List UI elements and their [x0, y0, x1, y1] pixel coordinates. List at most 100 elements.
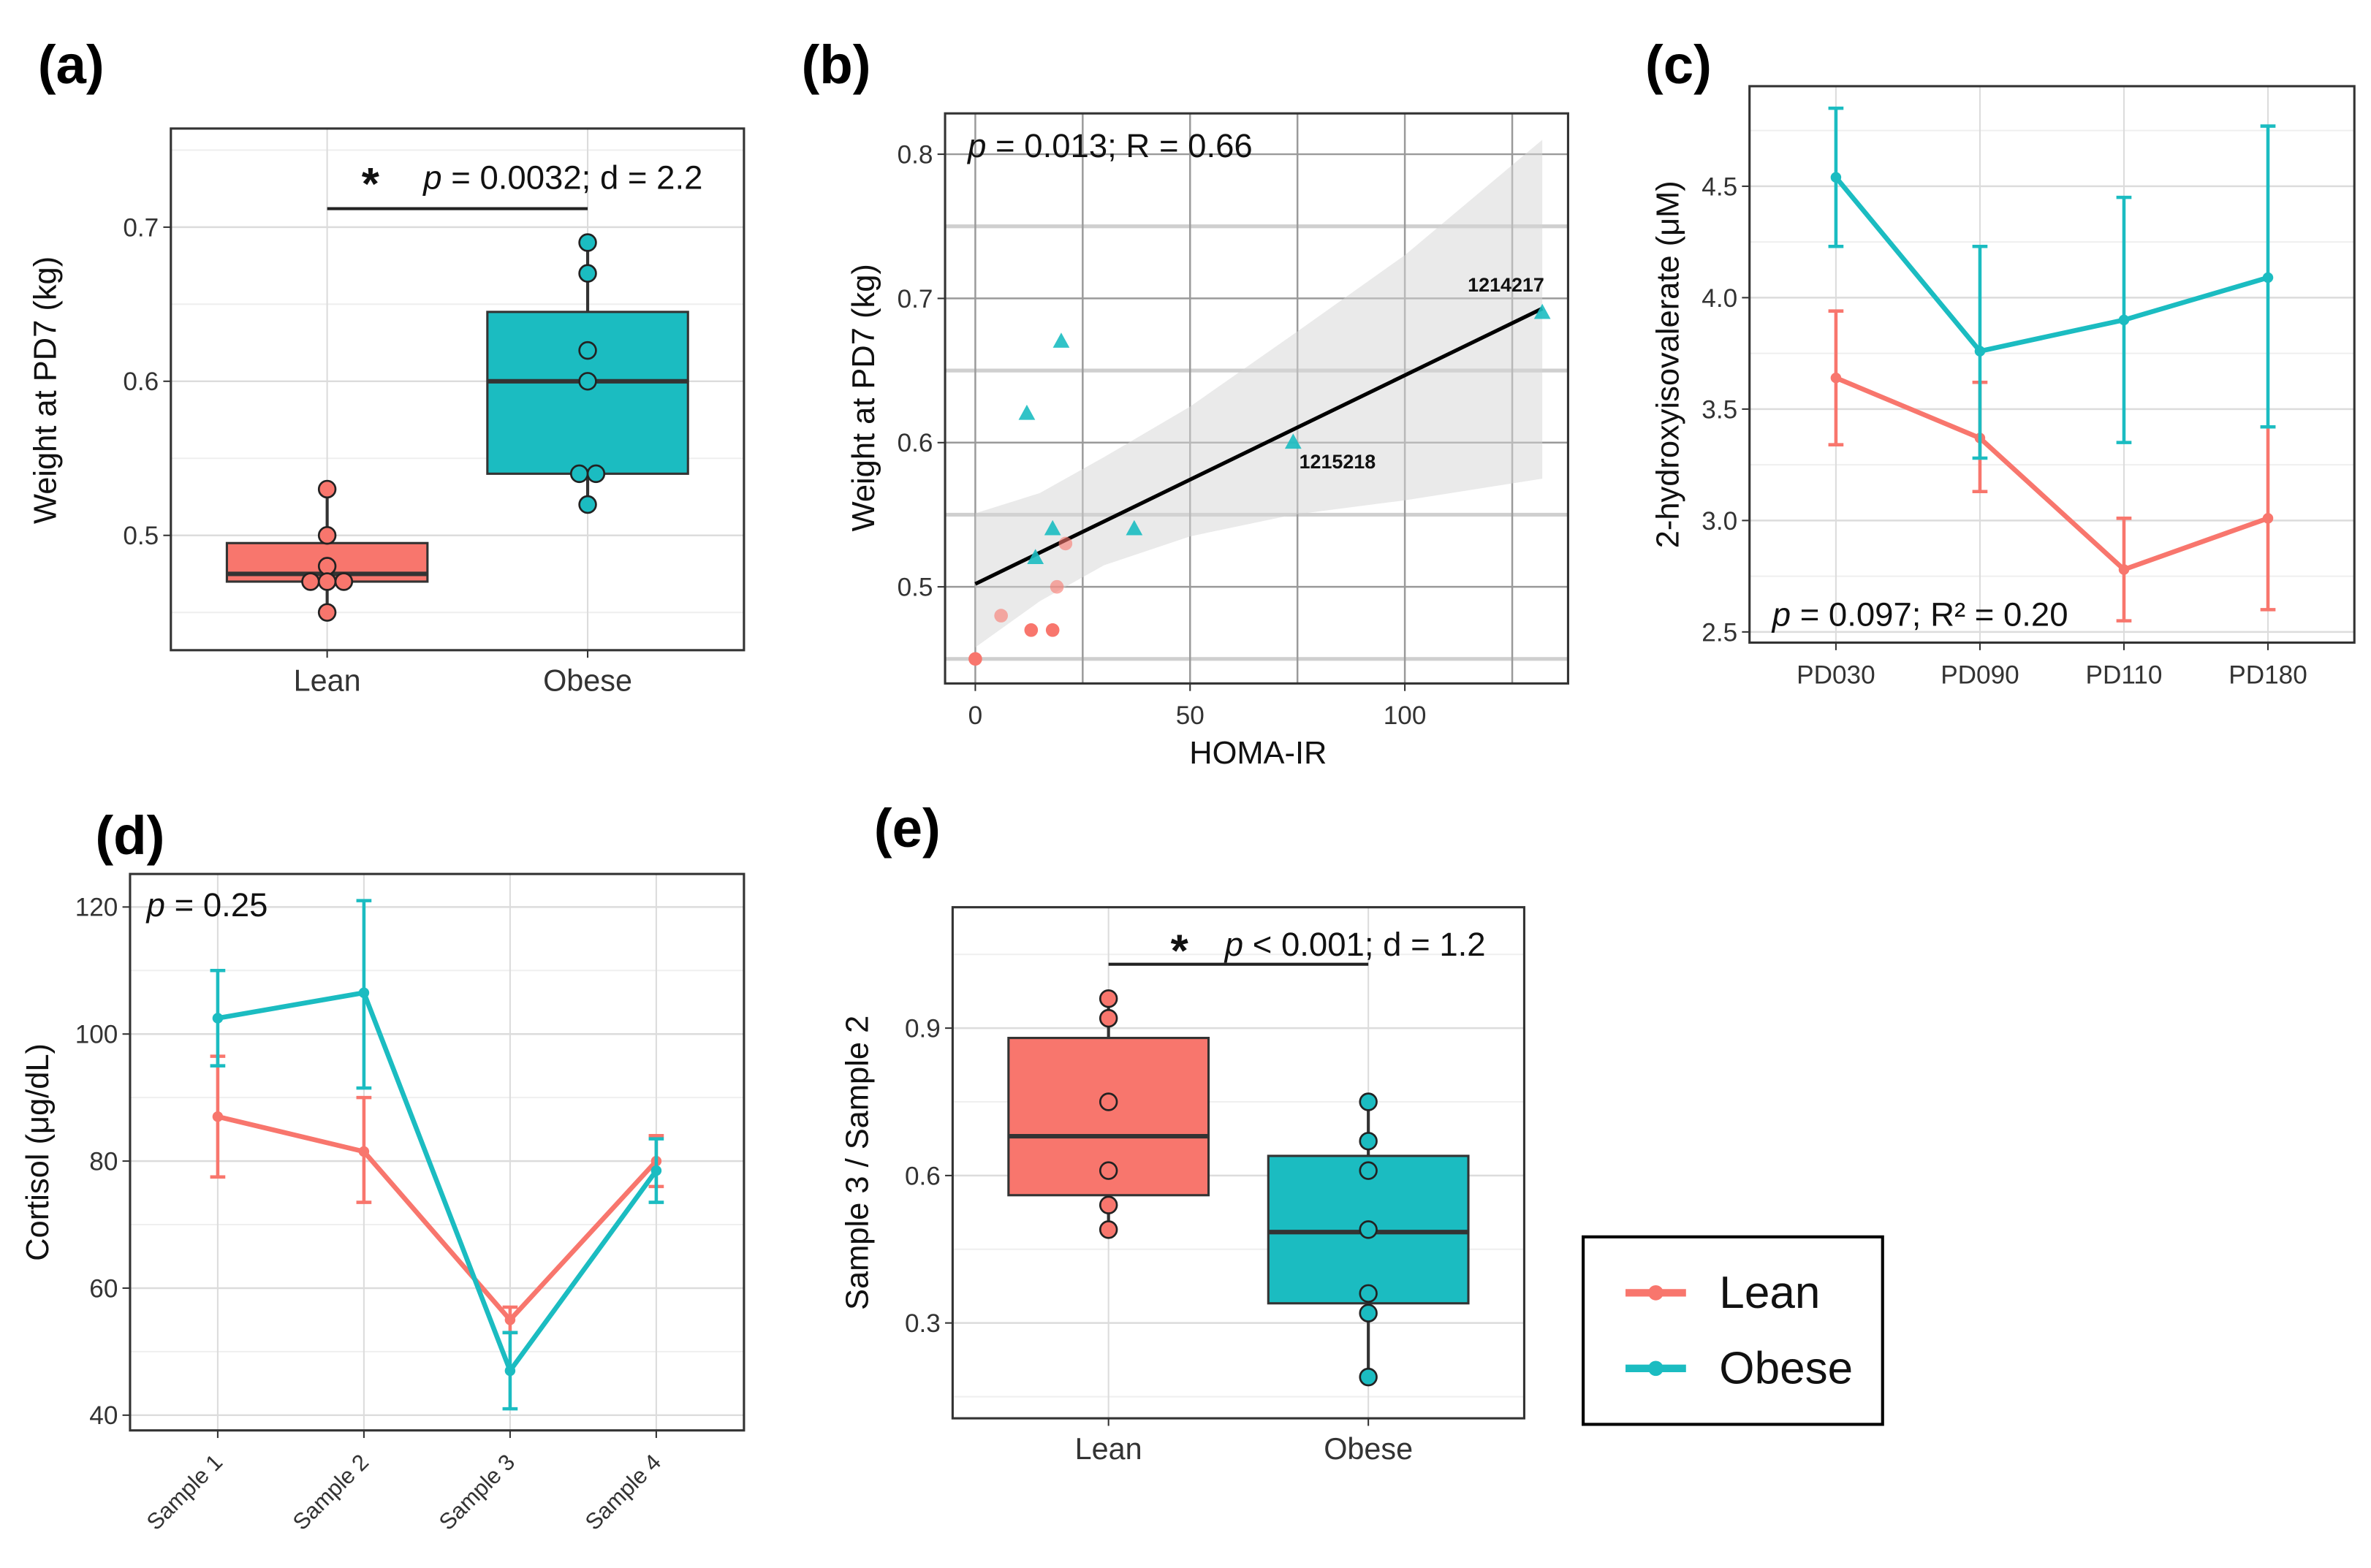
y-axis-title: Weight at PD7 (kg) — [29, 256, 64, 524]
data-point — [586, 464, 606, 484]
data-point — [301, 572, 320, 591]
data-point — [1359, 1367, 1378, 1387]
series-line-lean — [217, 1114, 659, 1322]
p-symbol: p — [1224, 926, 1243, 963]
data-point — [317, 603, 337, 622]
x-tick-label: Sample 1 — [142, 1449, 227, 1534]
data-point — [504, 1365, 516, 1377]
y-tick-label: 4.5 — [1702, 172, 1737, 201]
x-tick-label: PD090 — [1941, 661, 2019, 689]
data-point — [317, 557, 337, 576]
y-tick-label: 0.5 — [898, 574, 933, 602]
data-point — [2262, 513, 2274, 524]
annotation-text: p < 0.001; d = 1.2 — [1224, 926, 1486, 963]
p-symbol: p — [1771, 596, 1791, 633]
p-symbol: p — [145, 886, 165, 924]
data-point — [1830, 172, 1842, 183]
data-point — [1099, 1220, 1118, 1239]
data-point — [1974, 346, 1986, 357]
data-point — [317, 525, 337, 545]
data-point — [1359, 1304, 1378, 1322]
data-point — [2262, 272, 2274, 283]
y-axis-title: 2-hydroxyisovalerate (μM) — [1650, 180, 1685, 548]
data-point-obese — [1018, 404, 1036, 420]
data-point-lean — [1045, 623, 1060, 637]
plot-frame — [951, 906, 1525, 1420]
x-tick-label: Sample 3 — [434, 1449, 520, 1534]
legend: Lean Obese — [1582, 1235, 1884, 1426]
data-point — [1359, 1132, 1378, 1151]
data-point — [1099, 1092, 1118, 1111]
panel-label: (e) — [874, 798, 941, 859]
annotation-value: < 0.001; d = 1.2 — [1243, 926, 1485, 963]
x-tick-label: PD030 — [1797, 661, 1875, 689]
data-point — [1099, 1008, 1118, 1028]
y-tick-label: 120 — [75, 894, 118, 922]
data-point — [650, 1165, 662, 1176]
data-point-obese — [1052, 332, 1070, 348]
legend-swatch-dot — [1648, 1360, 1664, 1377]
y-tick-label: 4.0 — [1702, 284, 1737, 313]
data-point — [334, 572, 354, 591]
data-point — [1359, 1161, 1378, 1180]
data-point-obese — [1533, 303, 1551, 319]
x-tick-label: Sample 2 — [288, 1449, 373, 1534]
y-axis-title: Cortisol (μg/dL) — [20, 1043, 56, 1261]
y-tick-label: 80 — [89, 1147, 118, 1176]
annotation-value: = 0.0032; d = 2.2 — [442, 159, 703, 197]
data-point — [578, 495, 597, 514]
data-point-obese — [1126, 520, 1143, 536]
y-tick-label: 3.0 — [1702, 507, 1737, 536]
x-tick-label: Sample 4 — [580, 1449, 666, 1534]
legend-box — [1582, 1235, 1884, 1426]
panel-label: (b) — [802, 34, 871, 95]
data-point — [2118, 314, 2130, 326]
data-point — [1099, 1161, 1118, 1180]
significance-star: * — [1171, 926, 1189, 976]
panel-label: (d) — [95, 805, 164, 866]
plot-frame — [944, 112, 1569, 685]
data-point — [569, 464, 589, 484]
data-point-lean — [994, 609, 1008, 623]
data-point-lean — [968, 652, 982, 666]
data-point — [1099, 989, 1118, 1008]
annotation-text: p = 0.0032; d = 2.2 — [422, 159, 702, 197]
data-point — [212, 1111, 224, 1122]
x-tick-label: 0 — [968, 701, 983, 730]
annotation-value: = 0.013; R = 0.66 — [986, 127, 1252, 164]
y-tick-label: 2.5 — [1702, 618, 1737, 647]
y-tick-label: 0.6 — [123, 368, 159, 396]
data-point — [212, 1013, 224, 1024]
x-tick-label: PD180 — [2228, 661, 2307, 689]
y-tick-label: 40 — [89, 1401, 118, 1430]
data-point-lean — [1024, 623, 1039, 637]
y-tick-label: 0.3 — [905, 1309, 941, 1338]
y-tick-label: 0.5 — [123, 522, 159, 550]
data-point — [1830, 372, 1842, 384]
y-tick-label: 0.8 — [898, 140, 933, 169]
data-point-obese — [1284, 433, 1302, 449]
annotation-text: p = 0.097; R² = 0.20 — [1771, 596, 2068, 633]
x-tick-label: Obese — [1324, 1432, 1413, 1466]
y-tick-label: 0.7 — [123, 213, 159, 242]
panel-a: (a) 0.5 0.6 0.7 Lean Obese Weight at PD7 (kg) *… — [29, 34, 746, 698]
confidence-band — [975, 140, 1543, 648]
data-point-obese — [1044, 520, 1061, 536]
data-point — [2118, 564, 2130, 575]
data-point — [358, 987, 370, 998]
data-point — [578, 264, 597, 283]
panel-c: (c) 2.5 3.0 3.5 4.0 4.5 PD030 PD090 PD110 PD180 2-… — [1645, 34, 2356, 689]
legend-label-lean: Lean — [1719, 1268, 1820, 1318]
legend-swatch-dot — [1648, 1285, 1664, 1301]
y-tick-label: 100 — [75, 1021, 118, 1049]
panel-b: (b) 0.5 0.6 0.7 0.8 0 50 100 HOMA-IR Weight at PD… — [802, 34, 1569, 771]
point-label: 1215218 — [1300, 451, 1376, 473]
plot-frame — [170, 127, 746, 652]
plot-frame — [129, 872, 746, 1432]
y-tick-label: 0.6 — [898, 429, 933, 457]
x-tick-label: Lean — [1075, 1432, 1142, 1466]
data-point — [1359, 1284, 1378, 1304]
panel-label: (a) — [38, 34, 105, 95]
panel-label: (c) — [1645, 34, 1712, 95]
y-tick-label: 0.6 — [905, 1162, 941, 1190]
